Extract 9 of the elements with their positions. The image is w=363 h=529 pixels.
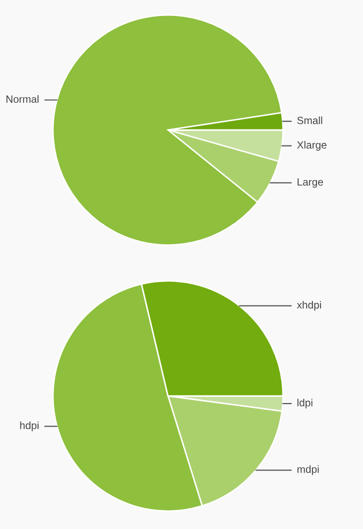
slice-label: Xlarge [297,140,326,151]
slice-label: hdpi [20,421,38,432]
pie-slice [52,14,282,246]
slice-label: mdpi [297,465,319,475]
slice-label: Large [298,178,323,188]
slice-label: Normal [6,95,39,103]
slice-label: Small [297,116,322,124]
slice-label: ldpi [298,398,312,408]
slice-label: xhdpi [296,300,321,311]
